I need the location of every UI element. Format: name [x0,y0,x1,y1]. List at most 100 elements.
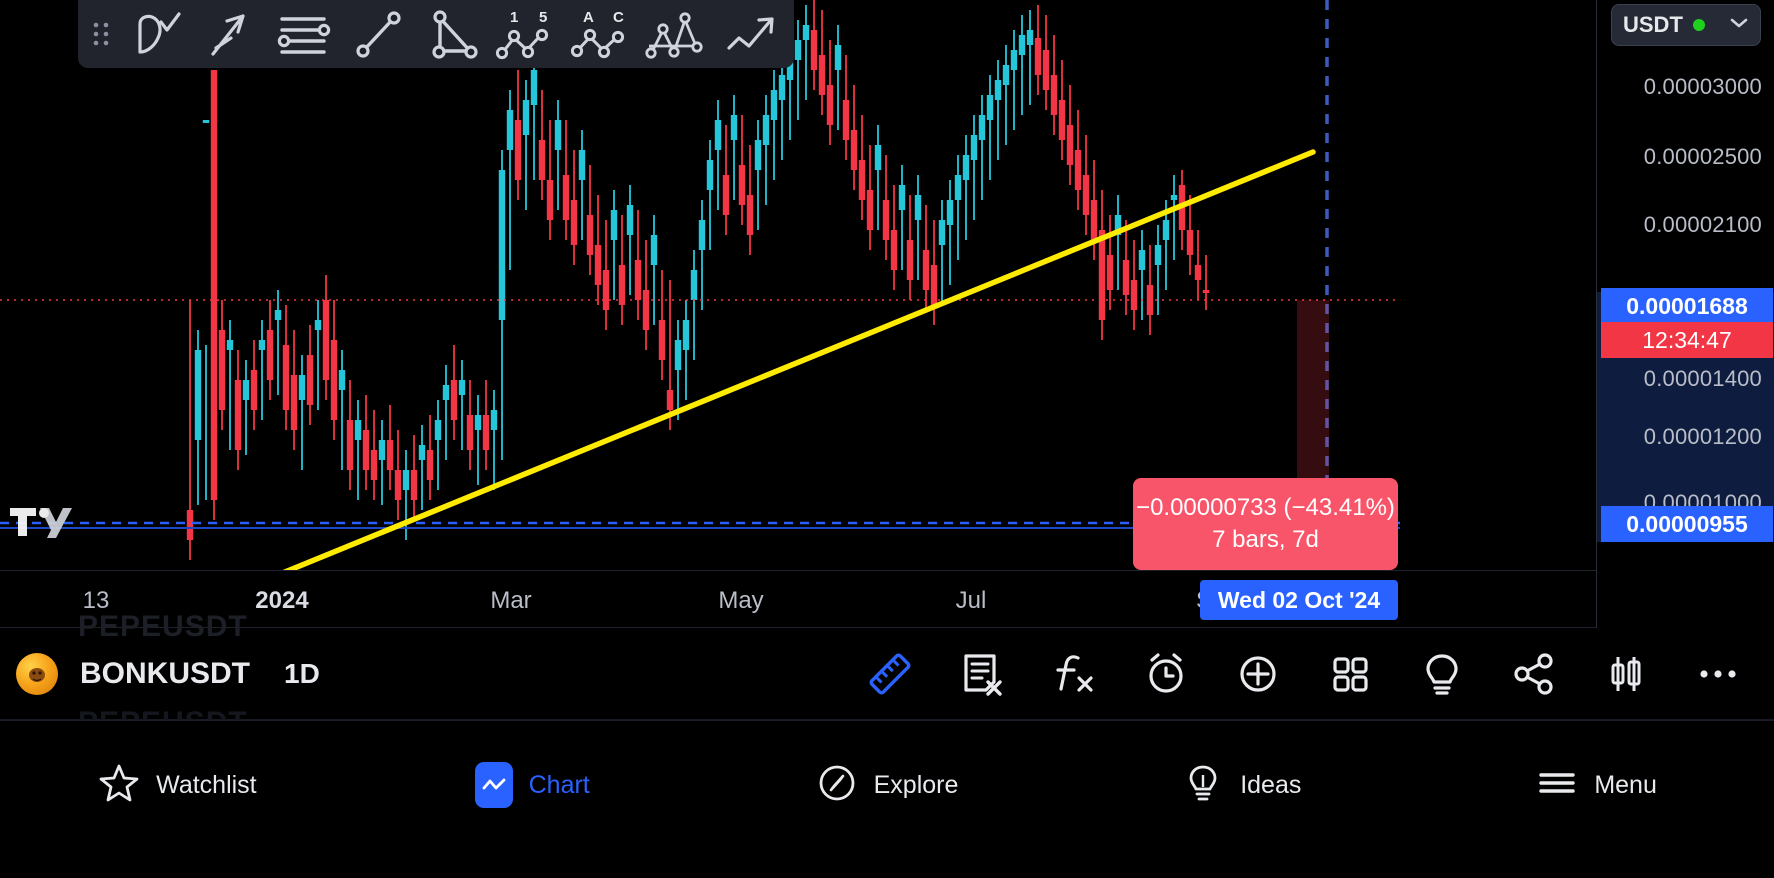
candle-body [1010,50,1018,70]
alert-clock-icon[interactable] [1120,628,1212,720]
wave-label-5: 5 [539,9,547,26]
candle-body [922,250,930,290]
coin-avatar [16,652,58,695]
candle-body [826,85,834,125]
candle-body [1194,265,1202,280]
candle-body [1098,230,1106,320]
add-plus-icon[interactable] [1212,628,1304,720]
price-axis-label: 0.00001400 [1643,366,1762,391]
remove-drawings-icon[interactable] [936,628,1028,720]
measurement-tooltip[interactable]: −0.00000733 (−43.41%) 7 bars, 7d [1133,478,1398,570]
bottom-navigation: Watchlist Chart Explore Ideas [0,720,1774,878]
time-axis[interactable]: 132024MarMayJulS [0,570,1774,628]
candle-body [290,375,298,430]
candle-body [314,320,322,330]
candle-body [426,450,434,480]
drag-handle-icon[interactable] [84,4,118,64]
candle-body [802,25,810,40]
last-price-badge[interactable]: 0.00001688 [1601,288,1773,324]
candle-body [682,320,690,350]
elliott-wave-ac-icon[interactable]: A C [565,4,639,64]
candle-body [818,55,826,95]
candle-body [194,350,202,440]
candle-body [602,270,610,310]
candle-body [466,415,474,450]
elliott-wave-15-icon[interactable]: 1 5 [490,4,564,64]
candle-body [242,380,250,400]
price-axis-label: 0.00001200 [1643,424,1762,449]
cursor-price-badge[interactable]: 0.00000955 [1601,506,1773,542]
arrow-icon[interactable] [192,4,266,64]
candle-body [890,230,898,270]
triangle-icon[interactable] [416,4,490,64]
nav-item-explore[interactable]: Explore [710,721,1065,831]
candle-body [906,240,914,280]
candle-body [1066,125,1074,165]
price-axis-label: 0.00003000 [1643,74,1762,99]
chevron-down-icon[interactable] [1729,16,1749,34]
nav-label-watchlist: Watchlist [156,770,257,799]
chart-canvas[interactable]: −0.00000733 (−43.41%) 7 bars, 7d Wed 02 … [0,0,1774,628]
currency-selector[interactable]: USDT [1611,4,1761,46]
layout-grid-icon[interactable] [1304,628,1396,720]
horizontal-lines-icon[interactable] [267,4,341,64]
nav-label-chart: Chart [528,770,590,799]
candle-body [874,145,882,170]
drawing-toolbar[interactable]: 1 5 A C [78,0,794,68]
nav-item-ideas[interactable]: Ideas [1064,721,1419,831]
candle-body [306,355,314,405]
candle-body [954,175,962,200]
candle-body [970,135,978,160]
interval-selector[interactable]: 1D [284,657,320,689]
candle-body [730,115,738,140]
candle-body [482,415,490,450]
candle-body [370,450,378,480]
cursor-pen-icon[interactable] [118,4,192,64]
elliott-impulse-icon[interactable] [639,4,713,64]
price-axis-label: 0.00002100 [1643,212,1762,237]
candle-body [578,150,586,180]
nav-label-explore: Explore [873,770,959,799]
indicators-fx-icon[interactable] [1028,628,1120,720]
candle-body [690,270,698,300]
candle-body [938,220,946,245]
price-axis[interactable]: USDT 0.00003000 0.00002500 0.00002100 0.000… [1596,0,1774,628]
nav-item-menu[interactable]: Menu [1419,721,1774,831]
candle-body [258,340,266,350]
projection-icon[interactable] [714,4,788,64]
time-axis-label: May [718,587,764,614]
candle-body [434,420,442,440]
candle-body [642,290,650,330]
candle-body [786,55,794,80]
share-icon[interactable] [1488,628,1580,720]
candle-body [1018,35,1026,55]
ruler-icon[interactable] [844,628,936,720]
candle-body [674,340,682,370]
wave-label-c: C [613,9,624,26]
trend-line-icon[interactable] [341,4,415,64]
candle-body [514,120,522,180]
symbol-name[interactable]: BONKUSDT [80,656,250,690]
candle-body [842,100,850,140]
ideas-bulb-icon[interactable] [1396,628,1488,720]
candle-body [882,200,890,240]
candle-body [594,245,602,285]
time-axis-label: Mar [490,587,532,614]
nav-item-chart[interactable]: Chart [355,721,710,831]
nav-item-watchlist[interactable]: Watchlist [0,721,355,831]
candle-body [762,115,770,145]
lightbulb-icon [1182,762,1224,809]
wave-label-a: A [583,9,594,26]
candle-body [402,470,410,490]
candle-body [770,90,778,120]
chart-style-icon[interactable] [1580,628,1672,720]
candle-body [218,330,226,410]
more-dots-icon[interactable] [1672,628,1764,720]
candle-body [946,200,954,225]
candle-body [1002,65,1010,85]
candle-body [498,170,506,320]
candle-body [554,120,562,150]
candle-body [666,390,674,410]
candle-body [458,380,466,395]
candle-body [1138,250,1146,270]
